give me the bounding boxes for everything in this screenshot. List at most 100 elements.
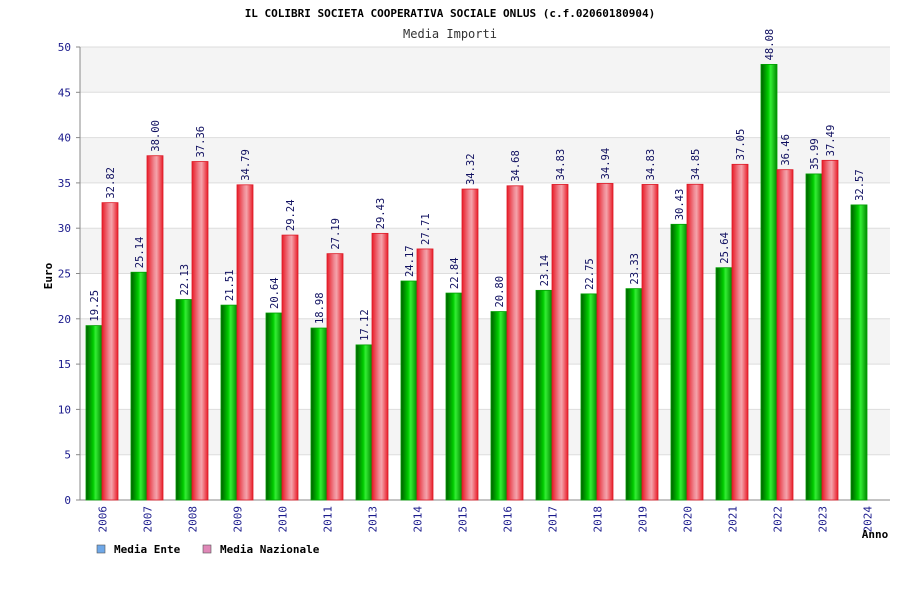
x-tick-label: 2020 xyxy=(682,506,695,533)
bar-media-ente-2015 xyxy=(445,292,463,501)
y-tick-label: 15 xyxy=(58,358,71,371)
x-tick-label: 2019 xyxy=(637,506,650,533)
y-tick-label: 45 xyxy=(58,86,71,99)
x-tick-label: 2014 xyxy=(412,506,425,533)
bar-media-ente-2008 xyxy=(175,299,193,501)
bar-media-ente-2023 xyxy=(805,173,823,501)
grid-band xyxy=(80,137,890,183)
data-label: 22.84 xyxy=(449,257,461,289)
data-label: 34.32 xyxy=(465,153,477,185)
y-tick-label: 20 xyxy=(58,313,71,326)
x-tick-label: 2006 xyxy=(97,506,110,533)
bar-media-nazionale-2008 xyxy=(191,161,209,501)
y-tick-label: 40 xyxy=(58,132,71,145)
y-tick-label: 25 xyxy=(58,268,71,281)
bar-media-ente-2018 xyxy=(580,293,598,501)
data-label: 17.12 xyxy=(359,309,371,341)
bar-media-ente-2024 xyxy=(850,204,868,501)
bar-media-nazionale-2016 xyxy=(506,185,524,501)
x-tick-label: 2013 xyxy=(367,506,380,533)
bar-media-nazionale-2022 xyxy=(776,169,794,501)
bar-media-ente-2010 xyxy=(265,312,283,501)
bar-media-ente-2007 xyxy=(130,271,148,501)
data-label: 27.19 xyxy=(330,218,342,250)
data-label: 25.64 xyxy=(719,232,731,264)
legend-label-media-ente: Media Ente xyxy=(114,543,181,556)
data-label: 30.43 xyxy=(674,189,686,221)
y-tick-label: 50 xyxy=(58,41,71,54)
x-tick-label: 2016 xyxy=(502,506,515,533)
bar-media-nazionale-2011 xyxy=(326,253,344,501)
x-tick-label: 2008 xyxy=(187,506,200,533)
x-tick-label: 2017 xyxy=(547,506,560,533)
data-label: 23.14 xyxy=(539,255,551,287)
data-label: 18.98 xyxy=(314,292,326,324)
x-tick-label: 2015 xyxy=(457,506,470,533)
y-axis-label: Euro xyxy=(42,262,55,289)
bar-media-nazionale-2020 xyxy=(686,183,704,501)
grid-band xyxy=(80,409,890,455)
data-label: 36.46 xyxy=(780,134,792,166)
x-tick-label: 2011 xyxy=(322,506,335,533)
bar-media-ente-2013 xyxy=(355,344,373,501)
grid-band xyxy=(80,47,890,93)
data-label: 34.94 xyxy=(600,148,612,180)
bar-media-nazionale-2018 xyxy=(596,183,614,501)
bar-media-nazionale-2015 xyxy=(461,188,479,501)
x-tick-label: 2023 xyxy=(817,506,830,533)
data-label: 27.71 xyxy=(420,213,432,245)
grid-band xyxy=(80,228,890,274)
bar-media-nazionale-2019 xyxy=(641,184,659,501)
x-axis-label: Anno xyxy=(862,528,889,541)
bar-media-nazionale-2023 xyxy=(821,159,839,501)
x-tick-label: 2021 xyxy=(727,506,740,533)
bar-media-nazionale-2010 xyxy=(281,234,299,501)
bar-media-ente-2009 xyxy=(220,304,238,501)
y-tick-label: 5 xyxy=(64,449,71,462)
bar-media-ente-2020 xyxy=(670,223,688,501)
bar-media-ente-2016 xyxy=(490,311,508,501)
data-label: 37.36 xyxy=(195,126,207,158)
bar-media-nazionale-2017 xyxy=(551,184,569,501)
data-label: 20.80 xyxy=(494,276,506,308)
data-label: 19.25 xyxy=(89,290,101,322)
bar-media-nazionale-2013 xyxy=(371,232,389,501)
x-tick-label: 2018 xyxy=(592,506,605,533)
y-tick-label: 10 xyxy=(58,403,71,416)
chart-subtitle: Media Importi xyxy=(403,27,497,41)
x-tick-label: 2022 xyxy=(772,506,785,533)
bar-media-ente-2006 xyxy=(85,325,103,501)
bar-media-nazionale-2009 xyxy=(236,184,254,501)
data-label: 20.64 xyxy=(269,277,281,309)
data-label: 22.13 xyxy=(179,264,191,296)
grid-band xyxy=(80,273,890,319)
grid-band xyxy=(80,92,890,138)
data-label: 34.68 xyxy=(510,150,522,182)
grid-band xyxy=(80,454,890,500)
bar-media-ente-2019 xyxy=(625,288,643,501)
data-label: 32.57 xyxy=(854,169,866,201)
x-tick-label: 2009 xyxy=(232,506,245,533)
data-label: 34.83 xyxy=(645,149,657,181)
x-tick-label: 2010 xyxy=(277,506,290,533)
data-label: 23.33 xyxy=(629,253,641,285)
data-label: 48.08 xyxy=(764,29,776,61)
data-label: 34.79 xyxy=(240,149,252,181)
bar-media-ente-2011 xyxy=(310,327,328,501)
data-label: 34.83 xyxy=(555,149,567,181)
data-label: 35.99 xyxy=(809,138,821,170)
bar-media-nazionale-2007 xyxy=(146,155,164,501)
y-tick-label: 0 xyxy=(64,494,71,507)
legend-swatch-media-ente xyxy=(96,544,106,554)
bar-media-ente-2014 xyxy=(400,280,418,501)
x-tick-label: 2024 xyxy=(862,506,875,533)
bar-media-nazionale-2014 xyxy=(416,248,434,501)
legend-swatch-media-nazionale xyxy=(202,544,212,554)
bar-media-ente-2021 xyxy=(715,267,733,501)
data-label: 24.17 xyxy=(404,245,416,277)
data-label: 29.43 xyxy=(375,198,387,230)
data-label: 37.49 xyxy=(825,125,837,157)
grid-band xyxy=(80,364,890,410)
